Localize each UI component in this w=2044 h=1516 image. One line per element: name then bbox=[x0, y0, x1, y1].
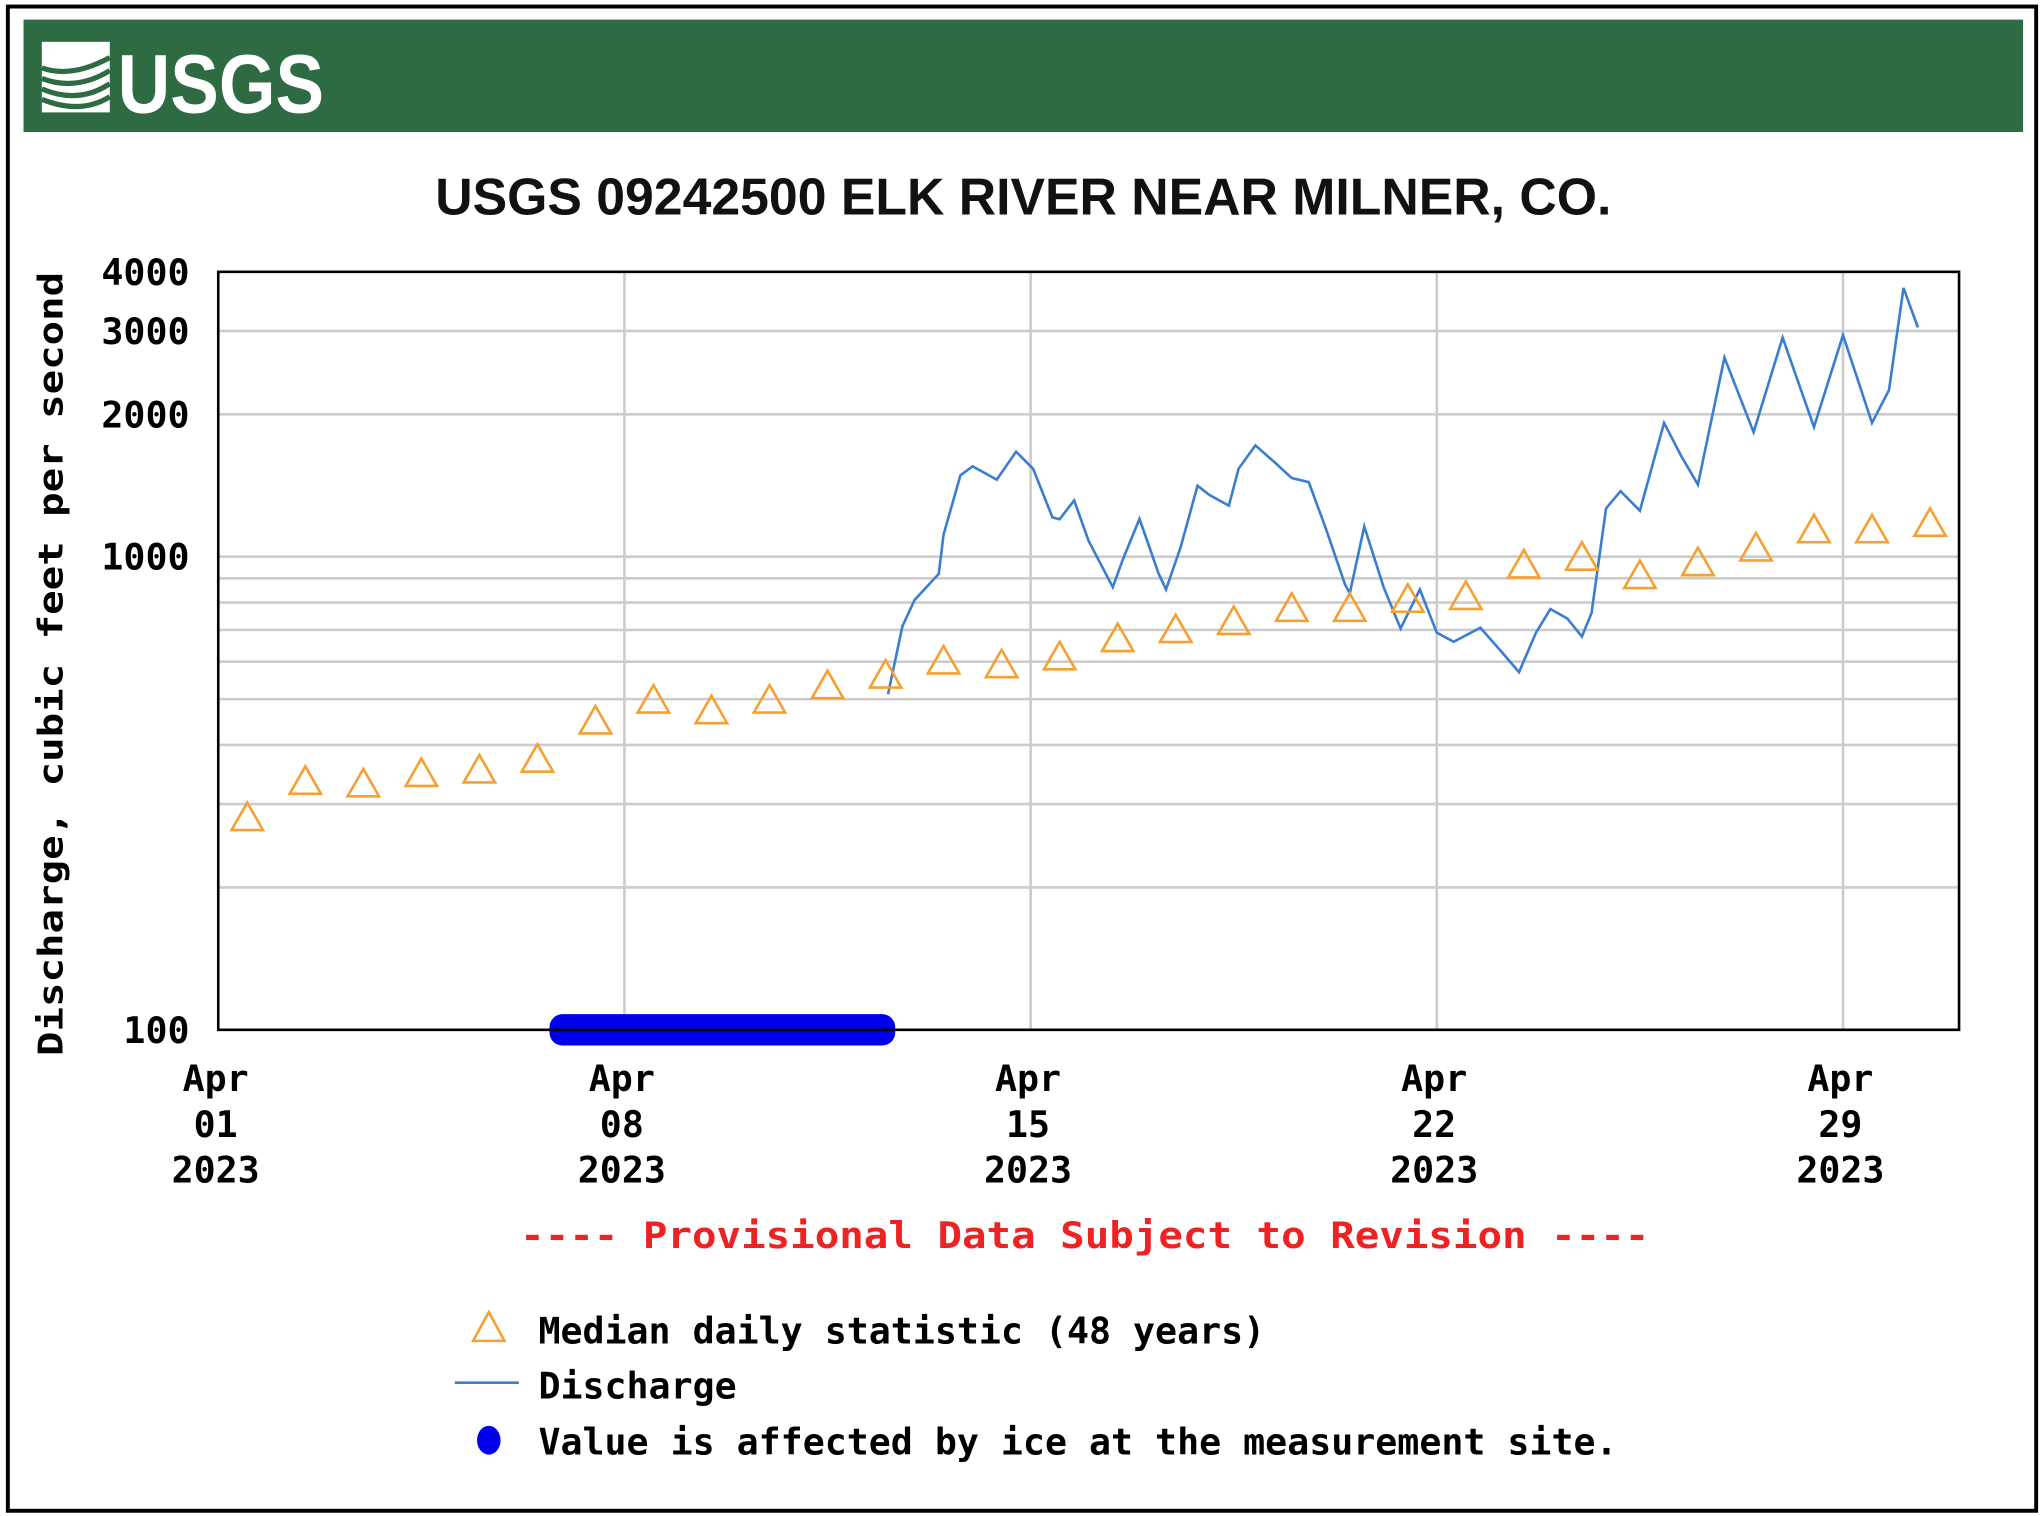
median-triangle bbox=[403, 755, 440, 788]
median-triangle bbox=[1738, 530, 1774, 562]
median-triangle bbox=[1912, 505, 1948, 538]
legend-median-label: Median daily statistic (48 years) bbox=[538, 1309, 1265, 1352]
discharge-line bbox=[886, 287, 1920, 695]
usgs-banner bbox=[23, 19, 2024, 132]
median-triangle bbox=[1273, 590, 1310, 623]
median-triangle bbox=[1447, 578, 1484, 611]
median-triangle bbox=[287, 763, 324, 796]
median-triangle bbox=[1563, 539, 1600, 571]
legend-ice-dot-icon bbox=[477, 1425, 501, 1455]
median-triangle bbox=[1505, 547, 1542, 579]
x-tick-label: 15 bbox=[1006, 1103, 1050, 1146]
median-triangle bbox=[1041, 639, 1078, 671]
chart-title: USGS 09242500 ELK RIVER NEAR MILNER, CO. bbox=[435, 168, 1611, 226]
y-axis: 4000 3000 2000 1000 100 bbox=[101, 251, 189, 1052]
svg-text:USGS: USGS bbox=[118, 36, 324, 130]
x-tick-label: Apr bbox=[183, 1057, 249, 1100]
grid bbox=[218, 271, 1960, 1030]
x-tick-label: Apr bbox=[995, 1057, 1061, 1100]
median-triangle bbox=[751, 682, 788, 714]
y-tick-label: 100 bbox=[123, 1009, 189, 1052]
median-triangle bbox=[925, 643, 962, 675]
usgs-wave-icon bbox=[40, 41, 112, 113]
x-tick-label: 08 bbox=[600, 1103, 644, 1146]
median-triangle bbox=[519, 741, 556, 773]
legend-ice-label: Value is affected by ice at the measurem… bbox=[538, 1421, 1617, 1464]
median-triangle bbox=[577, 703, 614, 735]
y-tick-label: 1000 bbox=[101, 536, 189, 579]
median-triangle bbox=[809, 668, 846, 700]
y-axis-label: Discharge, cubic feet per second bbox=[32, 272, 72, 1056]
legend: Median daily statistic (48 years) Discha… bbox=[454, 1309, 1618, 1464]
x-tick-label: 2023 bbox=[1796, 1149, 1884, 1192]
median-triangle bbox=[1215, 603, 1252, 636]
plot-border bbox=[216, 270, 1961, 1032]
median-triangle bbox=[345, 766, 382, 798]
x-tick-label: 2023 bbox=[1390, 1149, 1478, 1192]
median-triangle bbox=[1796, 512, 1832, 544]
median-triangle bbox=[635, 682, 672, 714]
y-tick-label: 3000 bbox=[101, 310, 189, 353]
median-triangle bbox=[461, 752, 498, 784]
median-triangle bbox=[1854, 512, 1890, 544]
median-triangle bbox=[1099, 620, 1136, 653]
median-triangle bbox=[867, 657, 904, 689]
legend-discharge-label: Discharge bbox=[538, 1364, 736, 1407]
median-triangle bbox=[1621, 557, 1658, 590]
median-triangle bbox=[229, 799, 266, 832]
x-tick-label: 29 bbox=[1818, 1103, 1862, 1146]
y-tick-label: 4000 bbox=[101, 251, 189, 294]
usgs-logo: USGS bbox=[40, 36, 324, 130]
outer-frame bbox=[5, 4, 2039, 1513]
x-tick-label: Apr bbox=[1401, 1057, 1467, 1100]
x-tick-label: Apr bbox=[589, 1057, 655, 1100]
legend-triangle-icon bbox=[470, 1309, 507, 1343]
x-tick-label: 01 bbox=[194, 1103, 238, 1146]
provisional-notice: ---- Provisional Data Subject to Revisio… bbox=[520, 1214, 1649, 1257]
median-triangle bbox=[983, 647, 1020, 679]
x-tick-label: 2023 bbox=[172, 1149, 260, 1192]
y-tick-label: 2000 bbox=[101, 393, 189, 436]
x-tick-label: 22 bbox=[1412, 1103, 1456, 1146]
x-axis: Apr012023Apr082023Apr152023Apr222023Apr2… bbox=[172, 1057, 1885, 1191]
x-tick-label: 2023 bbox=[578, 1149, 666, 1192]
median-triangle bbox=[1157, 611, 1194, 644]
median-triangle bbox=[1389, 581, 1426, 614]
x-tick-label: 2023 bbox=[984, 1149, 1072, 1192]
median-series bbox=[229, 505, 1948, 832]
median-triangle bbox=[1679, 545, 1716, 577]
median-triangle bbox=[1331, 590, 1368, 623]
median-triangle bbox=[693, 693, 730, 725]
x-tick-label: Apr bbox=[1807, 1057, 1873, 1100]
